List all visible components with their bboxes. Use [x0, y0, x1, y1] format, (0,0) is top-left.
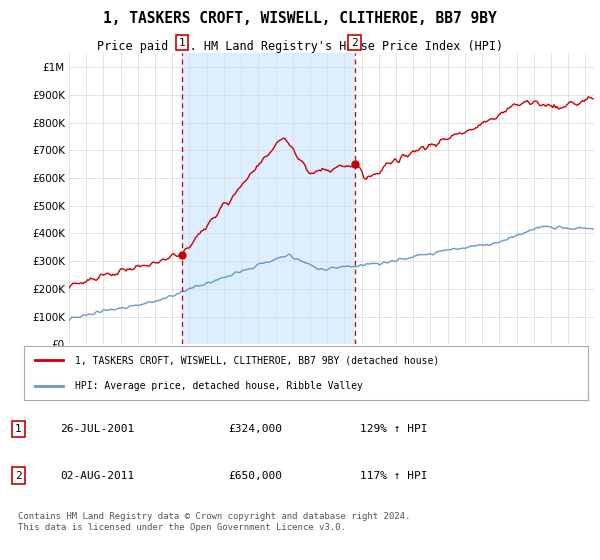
Text: £650,000: £650,000 — [228, 471, 282, 480]
Text: 1: 1 — [15, 424, 22, 434]
Text: HPI: Average price, detached house, Ribble Valley: HPI: Average price, detached house, Ribb… — [75, 381, 362, 390]
Text: Price paid vs. HM Land Registry's House Price Index (HPI): Price paid vs. HM Land Registry's House … — [97, 40, 503, 53]
Text: £324,000: £324,000 — [228, 424, 282, 434]
Text: Contains HM Land Registry data © Crown copyright and database right 2024.
This d: Contains HM Land Registry data © Crown c… — [18, 512, 410, 531]
Text: 2: 2 — [15, 471, 22, 480]
Text: 129% ↑ HPI: 129% ↑ HPI — [360, 424, 427, 434]
Text: 117% ↑ HPI: 117% ↑ HPI — [360, 471, 427, 480]
Text: 2: 2 — [351, 38, 358, 48]
Text: 26-JUL-2001: 26-JUL-2001 — [60, 424, 134, 434]
Text: 1, TASKERS CROFT, WISWELL, CLITHEROE, BB7 9BY: 1, TASKERS CROFT, WISWELL, CLITHEROE, BB… — [103, 11, 497, 26]
Text: 1: 1 — [179, 38, 185, 48]
Text: 02-AUG-2011: 02-AUG-2011 — [60, 471, 134, 480]
Text: 1, TASKERS CROFT, WISWELL, CLITHEROE, BB7 9BY (detached house): 1, TASKERS CROFT, WISWELL, CLITHEROE, BB… — [75, 356, 439, 365]
Bar — [182, 53, 355, 344]
